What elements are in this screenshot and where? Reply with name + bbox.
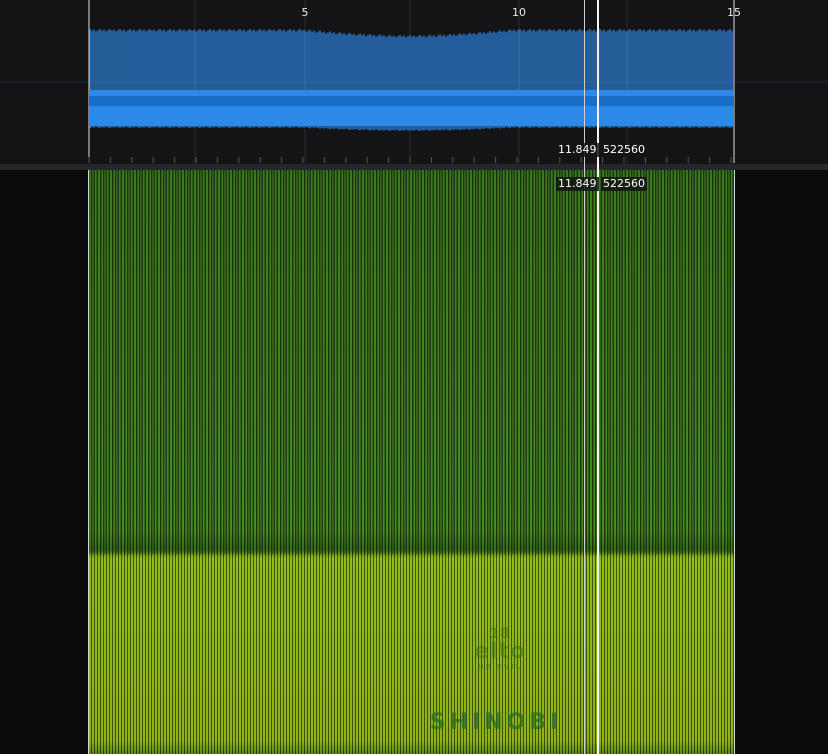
panel-divider[interactable]: [0, 164, 828, 170]
ruler-label-15: 15: [727, 6, 741, 19]
waveform-time-readout: 11.849: [556, 143, 599, 157]
spectrogram-time-readout: 11.849: [556, 177, 599, 191]
spectrogram-hidden-logo: 18 elto HE·EVIL: [458, 627, 542, 671]
spectrogram-upper-band: [88, 170, 734, 554]
ruler-label-10: 10: [512, 6, 526, 19]
ruler-label-5: 5: [301, 6, 309, 19]
waveform-sample-readout: 522560: [601, 143, 647, 157]
spectrogram-hidden-text: SHINOBI: [429, 710, 563, 735]
waveform-core-dark: [89, 96, 734, 106]
hidden-logo-number: 18: [489, 626, 511, 642]
waveform-panel[interactable]: 5 10 15: [0, 0, 828, 165]
selection-start-line: [88, 170, 89, 754]
hidden-logo-caption: HE·EVIL: [477, 663, 523, 671]
hidden-logo-word: elto: [473, 639, 527, 664]
selection-end-line: [734, 170, 735, 754]
spectrogram-sample-readout: 522560: [601, 177, 647, 191]
spectrogram-panel[interactable]: 18 elto HE·EVIL SHINOBI: [0, 170, 828, 754]
waveform-core: [89, 90, 734, 126]
playhead-line[interactable]: [597, 0, 599, 754]
spectrogram-canvas[interactable]: 18 elto HE·EVIL SHINOBI: [88, 170, 734, 754]
waveform-canvas[interactable]: [0, 0, 828, 165]
cursor-marker-line[interactable]: [584, 0, 585, 754]
